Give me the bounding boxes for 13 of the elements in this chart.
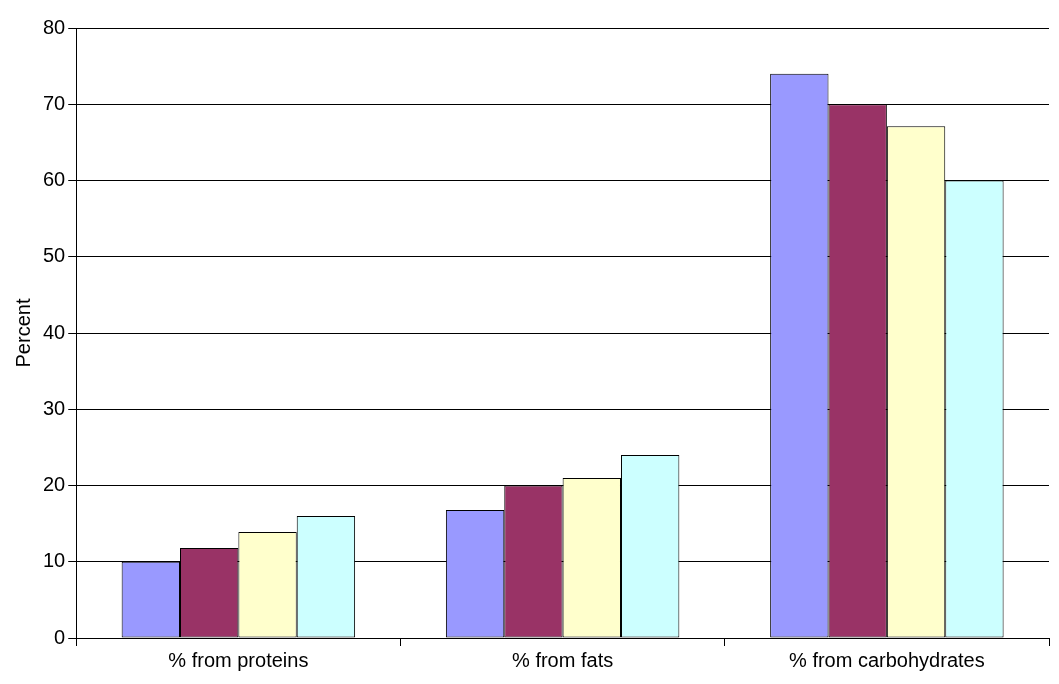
y-tick-label: 80 [43, 15, 66, 38]
y-tick-label: 50 [43, 244, 66, 267]
y-tick-label: 60 [43, 168, 66, 191]
x-tick-label: % from carbohydrates [789, 648, 985, 671]
y-tick-label: 70 [43, 91, 66, 114]
y-tick-label: 0 [54, 625, 66, 648]
y-tick-label: 40 [43, 320, 66, 343]
y-axis-title: Percent [11, 298, 34, 368]
y-tick-label: 20 [43, 473, 66, 496]
y-tick-label: 30 [43, 396, 66, 419]
y-tick-label: 10 [43, 549, 66, 572]
x-tick-label: % from fats [512, 648, 614, 671]
x-tick-label: % from proteins [168, 648, 309, 671]
